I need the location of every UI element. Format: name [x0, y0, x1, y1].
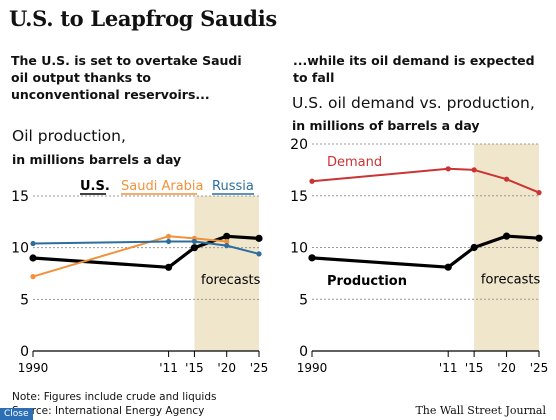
x-tick-label: '25	[250, 361, 269, 375]
y-tick-label: 10	[290, 241, 308, 257]
data-point-production	[308, 254, 316, 262]
y-tick-label: 5	[20, 292, 29, 308]
x-tick-label: 1990	[18, 361, 49, 375]
data-point-saudi-arabia	[224, 238, 230, 245]
data-point-u-s	[165, 263, 173, 271]
data-point-russia	[166, 238, 172, 245]
legend-demand: Demand	[327, 155, 382, 170]
data-point-production	[470, 243, 478, 252]
data-point-saudi-arabia	[166, 233, 172, 239]
y-tick-label: 5	[299, 292, 308, 308]
data-point-saudi-arabia	[30, 274, 36, 280]
source-note: Source: International Energy Agency	[12, 405, 205, 417]
right-chart-title: U.S. oil demand vs. production,	[292, 94, 535, 112]
y-tick-label: 10	[11, 241, 29, 257]
x-tick-label: '11	[439, 361, 458, 375]
data-point-u-s	[190, 244, 199, 252]
left-chart-title: Oil production,	[12, 127, 126, 145]
data-point-production	[444, 263, 452, 271]
left-subtitle: The U.S. is set to overtake Saudi oil ou…	[11, 53, 242, 102]
close-button[interactable]: Close	[0, 408, 33, 420]
data-point-demand	[445, 166, 451, 172]
data-point-production	[535, 234, 543, 242]
legend-u-s: U.S.	[80, 179, 110, 194]
data-point-u-s	[255, 234, 263, 242]
forecast-label: forecasts	[481, 273, 541, 288]
footnote: Note: Figures include crude and liquids	[12, 391, 217, 403]
y-tick-label: 15	[290, 189, 308, 205]
forecast-label: forecasts	[201, 273, 261, 288]
x-tick-label: '20	[497, 361, 516, 375]
data-point-u-s	[29, 254, 37, 262]
production-chart: forecasts 0 5 10 15 1990 '11 '15 '20 '25 U.S. Saudi…	[11, 179, 269, 375]
y-tick-label: 15	[11, 189, 29, 205]
data-point-russia	[30, 240, 36, 247]
forecast-band	[194, 196, 259, 351]
legend-russia: Russia	[212, 179, 254, 194]
data-point-demand	[536, 190, 542, 196]
x-tick-label: '15	[185, 361, 204, 375]
x-tick-label: '11	[159, 361, 178, 375]
left-chart-unit: in millions barrels a day	[12, 152, 182, 167]
x-tick-label: '25	[530, 361, 549, 375]
legend-saudi-arabia: Saudi Arabia	[121, 179, 204, 194]
right-subtitle: ...while its oil demand is expected to f…	[293, 53, 535, 85]
data-point-demand	[309, 178, 315, 184]
data-point-russia	[224, 243, 230, 249]
right-chart-unit: in millions of barrels a day	[292, 118, 480, 133]
series-line-saudi-arabia	[32, 235, 227, 278]
x-tick-label: 1990	[297, 361, 328, 375]
data-point-demand	[471, 167, 477, 173]
demand-vs-production-chart: forecasts 0 5 10 15 20 1990 '11 '15 '20 '25 Demand P…	[290, 137, 549, 375]
x-tick-label: '15	[465, 361, 484, 375]
data-point-russia	[256, 251, 262, 257]
publisher-credit: The Wall Street Journal	[415, 404, 546, 417]
y-tick-label: 0	[20, 344, 29, 360]
legend-production: Production	[327, 274, 407, 289]
data-point-u-s	[223, 232, 231, 240]
y-tick-label: 20	[290, 137, 308, 153]
data-point-russia	[191, 238, 198, 245]
headline: U.S. to Leapfrog Saudis	[9, 6, 277, 31]
y-tick-label: 0	[299, 344, 308, 360]
data-point-demand	[503, 176, 510, 182]
data-point-production	[502, 232, 511, 240]
x-tick-label: '20	[217, 361, 236, 375]
